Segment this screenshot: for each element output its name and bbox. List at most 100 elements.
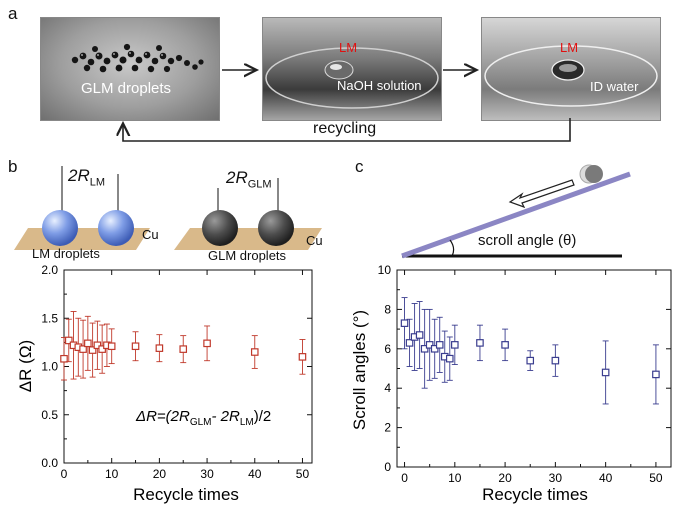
- photo-caption-glm: GLM droplets: [81, 80, 172, 97]
- recycling-arrow: [123, 118, 571, 142]
- delta-r-x-tick-label: 0: [61, 467, 68, 481]
- scroll-angle-data-point: [501, 341, 509, 349]
- delta-r-x-tick-label: 40: [248, 467, 262, 481]
- formula-sub2: LM: [240, 417, 254, 428]
- scroll-angle-data-point: [526, 356, 535, 365]
- scroll-angle-data-point: [652, 370, 660, 379]
- lm-droplet-in-water: [484, 45, 658, 107]
- delta-r-data-point: [250, 348, 259, 356]
- scroll-angle-y-axis-label: Scroll angles (°): [350, 310, 369, 430]
- delta-r-y-tick-label: 1.0: [41, 360, 58, 374]
- scroll-angle-series: [400, 297, 660, 405]
- scroll-angle-data-point: [445, 354, 454, 363]
- scroll-angle-data-point: [405, 339, 414, 347]
- scroll-angle-plot-frame: [396, 269, 672, 468]
- scroll-angle-y-tick-label: 8: [384, 302, 391, 316]
- scroll-angle-y-tick-label: 6: [384, 342, 391, 356]
- scroll-angle-x-tick-label: 10: [448, 471, 462, 485]
- scroll-angle-data-point: [425, 341, 434, 349]
- delta-r-data-point: [64, 336, 73, 345]
- scroll-angle-data-point: [400, 319, 409, 327]
- delta-r-x-axis-label: Recycle times: [133, 485, 239, 504]
- photo-tag-lm-naoh: LM: [339, 40, 358, 55]
- scroll-angle-x-tick-label: 20: [498, 471, 512, 485]
- scroll-angle-x-tick-label: 30: [549, 471, 563, 485]
- scroll-angle-data-point: [601, 368, 610, 377]
- label-2r-lm-main: 2R: [68, 166, 90, 185]
- photo-id-water: LM ID water: [481, 17, 661, 121]
- delta-r-chart: 0.0 0.5 1.0 1.5 2.0 0 10 20 30 40 50 Recycle time…: [16, 263, 313, 504]
- label-2r-glm-sub: GLM: [247, 178, 272, 191]
- photo-caption-water: ID water: [590, 79, 639, 94]
- delta-r-y-tick-label: 0.0: [41, 456, 58, 470]
- delta-r-data-point: [79, 345, 87, 353]
- panel-c-schematic: [401, 164, 631, 259]
- label-2r-lm-sub: LM: [89, 176, 106, 189]
- substrate-right: [174, 228, 322, 250]
- scroll-angle-x-tick-label: 0: [401, 471, 408, 485]
- delta-r-y-tick-label: 0.5: [41, 408, 58, 422]
- delta-r-data-point: [155, 344, 164, 352]
- scroll-angle-y-tick-label: 10: [378, 263, 392, 277]
- delta-r-data-point: [131, 342, 140, 351]
- roll-direction-arrow: [508, 179, 575, 209]
- delta-r-data-point: [93, 341, 102, 350]
- label-2r-lm: 2RLM: [68, 166, 105, 188]
- photo-naoh-solution: LM NaOH solution: [262, 17, 442, 121]
- delta-r-data-point: [203, 339, 211, 348]
- glm-droplet-sphere-2: [258, 210, 294, 246]
- scroll-angle-x-tick-label: 40: [599, 471, 613, 485]
- substrate-label-right: Cu: [306, 233, 323, 248]
- scroll-angle-y-tick-label: 0: [384, 460, 391, 474]
- lm-droplet-sphere-2: [98, 210, 134, 246]
- scroll-angle-data-point: [430, 344, 439, 353]
- delta-r-y-tick-label: 1.5: [41, 311, 58, 325]
- scroll-angle-y-tick-label: 4: [384, 381, 391, 395]
- delta-r-formula: ΔR=(2RGLM- 2RLM)/2: [135, 408, 271, 428]
- glm-droplet-sphere-1: [202, 210, 238, 246]
- formula-part2: - 2R: [212, 408, 241, 425]
- scroll-angle-data-point: [415, 331, 424, 339]
- scroll-angle-data-point: [476, 339, 484, 347]
- delta-r-y-ticks: 0.0 0.5 1.0 1.5 2.0: [41, 263, 312, 470]
- angle-arc: [449, 239, 455, 257]
- panel-letter-c: c: [355, 157, 364, 176]
- panel-letter-b: b: [8, 157, 18, 176]
- formula-sub1: GLM: [190, 417, 212, 428]
- scroll-angle-y-ticks: 0 2 4 6 8 10: [378, 263, 671, 474]
- photo-caption-naoh: NaOH solution: [337, 78, 422, 93]
- formula-part1: ΔR=(2R: [135, 408, 190, 425]
- scroll-angle-data-point: [435, 341, 444, 349]
- photo-tag-lm-water: LM: [560, 40, 579, 55]
- delta-r-plot-frame: [63, 269, 313, 464]
- panel-b-schematic: [14, 166, 322, 250]
- scroll-angle-data-point: [420, 344, 429, 353]
- delta-r-data-point: [298, 353, 307, 361]
- scroll-angle-x-ticks: 0 10 20 30 40 50: [401, 270, 663, 485]
- delta-r-series: [60, 311, 307, 381]
- scroll-angle-y-tick-label: 2: [384, 421, 391, 435]
- incline-label: scroll angle (θ): [478, 232, 577, 249]
- scroll-angle-x-axis-label: Recycle times: [482, 485, 588, 504]
- label-2r-glm-main: 2R: [226, 168, 248, 187]
- lm-droplet-in-naoh: [265, 47, 439, 109]
- panel-a-arrows: [0, 0, 571, 142]
- delta-r-y-tick-label: 2.0: [41, 263, 58, 277]
- photo-glm-droplets: GLM droplets: [40, 17, 220, 121]
- delta-r-x-tick-label: 30: [200, 467, 214, 481]
- lm-droplet-sphere-1: [42, 210, 78, 246]
- delta-r-x-tick-label: 10: [105, 467, 119, 481]
- delta-r-data-point: [88, 346, 97, 354]
- delta-r-y-axis-label: ΔR (Ω): [16, 340, 35, 392]
- caption-lm-droplets: LM droplets: [32, 246, 100, 261]
- delta-r-x-tick-label: 20: [153, 467, 167, 481]
- substrate-label-left: Cu: [142, 227, 159, 242]
- scroll-angle-data-point: [551, 356, 560, 365]
- scroll-angle-chart: 0 2 4 6 8 10 0 10 20 30 40 50 Recycle times Scroll…: [350, 263, 672, 504]
- delta-r-data-point: [98, 345, 106, 353]
- formula-part3: )/2: [254, 408, 272, 425]
- delta-r-data-point: [60, 354, 68, 363]
- delta-r-data-point: [84, 339, 92, 348]
- label-2r-glm: 2RGLM: [226, 168, 272, 190]
- scroll-angle-data-point: [451, 341, 459, 349]
